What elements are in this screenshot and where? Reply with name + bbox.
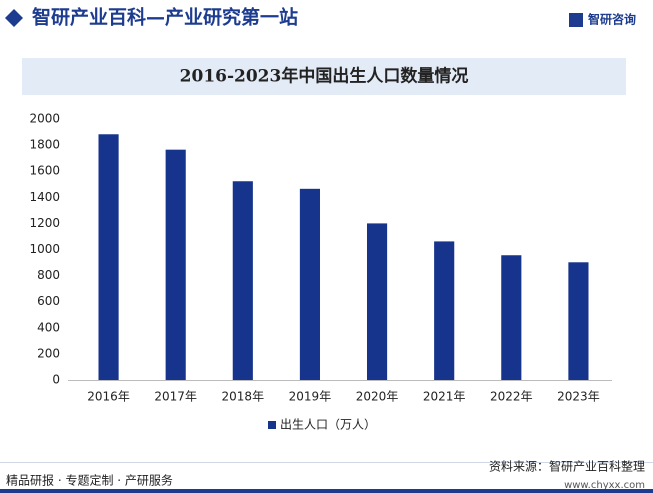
y-tick-label: 800 xyxy=(37,268,60,282)
bar xyxy=(568,262,589,380)
x-tick-label: 2016年 xyxy=(87,390,130,404)
y-tick-label: 600 xyxy=(37,294,60,308)
chart-title: 2016-2023年中国出生人口数量情况 xyxy=(180,66,469,87)
header-diamond xyxy=(5,9,23,27)
y-tick-label: 400 xyxy=(37,320,60,334)
y-tick-label: 1400 xyxy=(29,190,60,204)
x-tick-label: 2020年 xyxy=(356,390,399,404)
title-box xyxy=(22,58,626,95)
x-tick-label: 2023年 xyxy=(557,390,600,404)
bar xyxy=(98,134,119,380)
x-tick-label: 2019年 xyxy=(289,390,332,404)
y-tick-label: 2000 xyxy=(29,112,60,126)
bar xyxy=(434,241,455,380)
y-tick-label: 1600 xyxy=(29,164,60,178)
footer-source: 资料来源：智研产业百科整理 xyxy=(489,459,645,474)
legend-swatch xyxy=(268,421,276,429)
y-tick-label: 1800 xyxy=(29,138,60,152)
footer-url: www.chyxx.com xyxy=(564,480,645,491)
x-tick-label: 2017年 xyxy=(154,390,197,404)
bar xyxy=(366,223,388,380)
logo-text: 智研咨询 xyxy=(587,12,636,27)
footer-left: 精品研报 · 专题定制 · 产研服务 xyxy=(6,473,173,488)
y-tick-label: 1000 xyxy=(29,242,60,256)
footer-rule xyxy=(0,462,653,463)
logo-icon xyxy=(569,13,583,27)
header-title: 智研产业百科—产业研究第一站 xyxy=(32,6,298,29)
x-tick-label: 2018年 xyxy=(222,390,265,404)
bar xyxy=(299,188,321,380)
legend-label: 出生人口（万人） xyxy=(280,418,376,432)
x-tick-label: 2022年 xyxy=(490,390,533,404)
bar xyxy=(501,255,522,380)
y-tick-label: 1200 xyxy=(29,216,60,230)
y-tick-label: 0 xyxy=(52,373,60,387)
bottom-bar xyxy=(0,489,653,493)
x-tick-label: 2021年 xyxy=(423,390,466,404)
bar xyxy=(232,181,253,380)
y-tick-label: 200 xyxy=(37,346,60,360)
bar xyxy=(165,149,186,380)
